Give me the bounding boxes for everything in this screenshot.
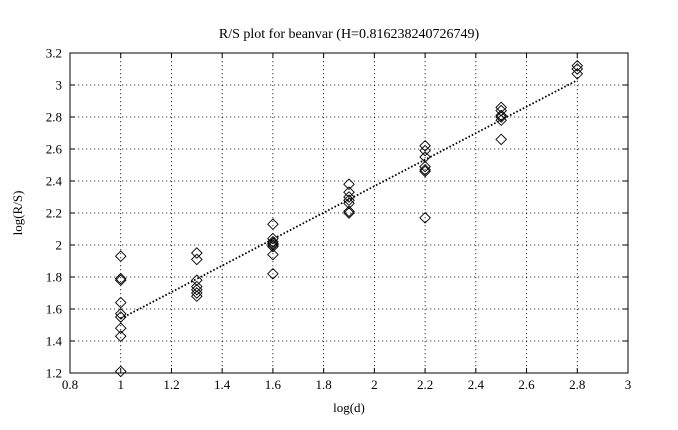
axis-ticks bbox=[69, 52, 629, 374]
y-tick-labels: 1.2 1.4 1.6 1.8 2 2.2 2.4 2.6 2.8 3 3.2 bbox=[46, 46, 63, 381]
x-tick-labels: 0.8 1 1.2 1.4 1.6 1.8 2 2.2 2.4 2.6 2.8 3 bbox=[62, 377, 631, 392]
y-tick-label: 1.2 bbox=[46, 366, 62, 381]
diamond-point bbox=[114, 274, 127, 287]
fit-line-layer bbox=[120, 79, 578, 320]
diamond-point bbox=[419, 160, 431, 173]
diamond-point bbox=[419, 163, 431, 176]
diamond-point bbox=[343, 191, 355, 203]
x-tick-label: 2.6 bbox=[518, 377, 535, 392]
diamond-point bbox=[571, 59, 584, 72]
diamond-point bbox=[343, 207, 355, 219]
y-tick-label: 1.6 bbox=[46, 302, 63, 317]
diamond-point bbox=[495, 101, 508, 114]
diamond-point bbox=[419, 211, 431, 224]
x-tick-label: 0.8 bbox=[62, 377, 78, 392]
diamond-point bbox=[419, 165, 431, 178]
diamond-point bbox=[267, 232, 279, 245]
diamond-point bbox=[114, 330, 127, 343]
diamond-point bbox=[114, 322, 127, 335]
diamond-point bbox=[114, 250, 127, 263]
y-tick-label: 3 bbox=[56, 78, 63, 93]
grid-lines bbox=[70, 53, 628, 373]
diamond-point bbox=[343, 197, 355, 210]
diamond-point bbox=[190, 283, 203, 296]
y-tick-label: 2.8 bbox=[46, 110, 62, 125]
diamond-point bbox=[419, 151, 431, 163]
y-tick-label: 2 bbox=[56, 238, 63, 253]
diamond-point bbox=[267, 235, 279, 248]
diamond-point bbox=[495, 114, 508, 127]
diamond-point bbox=[495, 104, 508, 117]
diamond-point bbox=[419, 144, 431, 157]
diamond-point bbox=[114, 296, 127, 309]
diamond-point bbox=[419, 139, 431, 152]
diamond-point bbox=[190, 290, 203, 303]
diamond-point bbox=[114, 311, 127, 323]
diamond-point bbox=[267, 218, 279, 231]
diamond-point bbox=[267, 267, 279, 280]
y-tick-label: 2.2 bbox=[46, 206, 62, 221]
x-tick-label: 2.4 bbox=[468, 377, 485, 392]
diamond-point bbox=[114, 272, 127, 285]
x-tick-label: 3 bbox=[625, 377, 632, 392]
diamond-point bbox=[495, 111, 508, 123]
x-tick-label: 1.2 bbox=[163, 377, 179, 392]
diamond-point bbox=[114, 365, 127, 378]
y-tick-label: 3.2 bbox=[46, 46, 62, 61]
diamond-point bbox=[267, 248, 279, 261]
diamond-point bbox=[495, 133, 508, 146]
x-tick-label: 2.2 bbox=[417, 377, 433, 392]
diamond-point bbox=[343, 194, 355, 207]
diamond-point bbox=[495, 109, 508, 122]
diamond-point bbox=[343, 205, 355, 218]
x-tick-label: 1.8 bbox=[316, 377, 332, 392]
diamond-point bbox=[267, 240, 279, 253]
y-axis-label: log(R/S) bbox=[10, 191, 25, 236]
diamond-point bbox=[267, 239, 279, 251]
diamond-point bbox=[190, 253, 203, 266]
diamond-point bbox=[114, 307, 127, 320]
y-tick-label: 1.8 bbox=[46, 270, 62, 285]
diamond-point bbox=[267, 237, 279, 250]
diamond-point bbox=[343, 186, 355, 199]
x-tick-label: 1.6 bbox=[265, 377, 282, 392]
diamond-point bbox=[190, 287, 203, 299]
x-axis-label: log(d) bbox=[333, 400, 365, 415]
y-tick-label: 2.6 bbox=[46, 142, 63, 157]
x-tick-label: 1 bbox=[117, 377, 124, 392]
x-tick-label: 2 bbox=[371, 377, 378, 392]
plot-frame bbox=[69, 52, 629, 374]
x-tick-label: 2.8 bbox=[569, 377, 585, 392]
fit-line bbox=[120, 79, 578, 320]
diamond-point bbox=[571, 63, 584, 75]
data-points bbox=[114, 59, 584, 378]
diamond-point bbox=[190, 274, 203, 287]
x-tick-label: 1.4 bbox=[214, 377, 231, 392]
y-tick-label: 1.4 bbox=[46, 334, 63, 349]
y-tick-label: 2.4 bbox=[46, 174, 63, 189]
chart-title: R/S plot for beanvar (H=0.81623824072674… bbox=[219, 27, 480, 42]
diamond-point bbox=[343, 178, 355, 191]
diamond-point bbox=[190, 280, 203, 293]
diamond-point bbox=[190, 247, 203, 259]
diamond-point bbox=[571, 67, 584, 80]
